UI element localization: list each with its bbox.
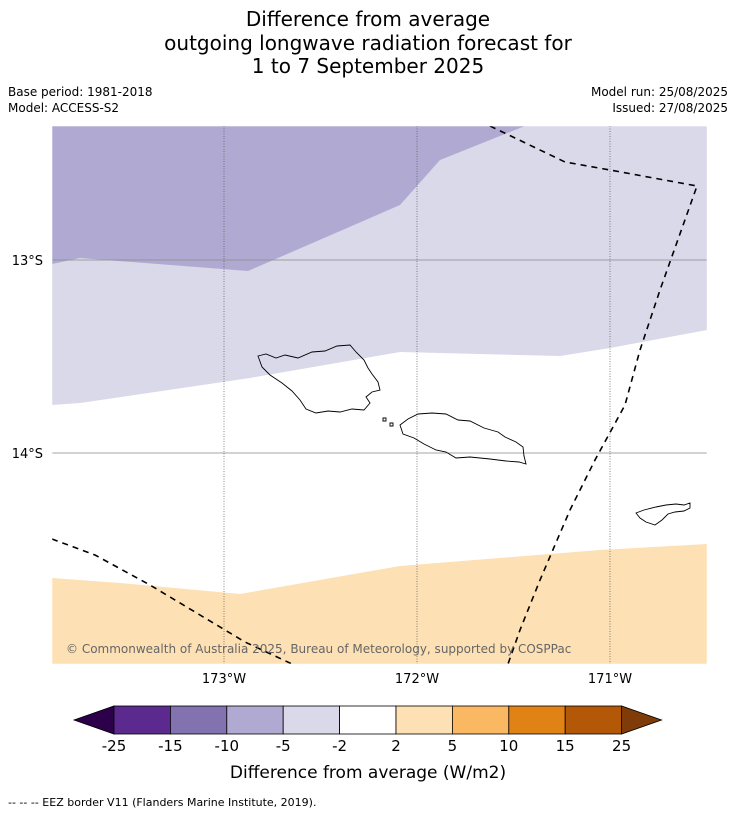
band-medium-purple	[52, 126, 525, 271]
colorbar-tick-label: 10	[499, 737, 518, 755]
colorbar: -25 -15 -10 -5 -2 2 5 10 15 25	[72, 705, 663, 755]
lat-label-14s: 14°S	[12, 447, 43, 462]
colorbar-over-arrow	[621, 705, 663, 735]
colorbar-segment	[282, 705, 341, 735]
lon-label-172w: 172°W	[395, 672, 439, 687]
colorbar-segment	[451, 705, 510, 735]
eez-legend: -- -- -- EEZ border V11 (Flanders Marine…	[8, 796, 317, 809]
savaii-island	[257, 344, 381, 414]
colorbar-tick-label: -10	[215, 737, 240, 755]
map-area	[52, 126, 707, 664]
colorbar-segment	[226, 705, 284, 735]
title-line-1: Difference from average	[245, 7, 491, 31]
lon-label-171w: 171°W	[588, 672, 632, 687]
graticule	[52, 126, 707, 664]
colorbar-tick-label: 5	[448, 737, 458, 755]
colorbar-label: Difference from average (W/m2)	[230, 763, 506, 783]
band-light-orange	[52, 544, 707, 664]
colorbar-tick-label: -15	[158, 737, 183, 755]
colorbar-tick-label: 15	[556, 737, 575, 755]
lat-label-13s: 13°S	[12, 254, 43, 269]
colorbar-segment	[169, 705, 228, 735]
colorbar-segment	[564, 705, 623, 735]
model-run: Model run: 25/08/2025	[590, 85, 728, 99]
copyright-text: © Commonwealth of Australia 2025, Bureau…	[66, 642, 571, 656]
lon-label-173w: 173°W	[202, 672, 246, 687]
colorbar-tick-label: -25	[102, 737, 127, 755]
colorbar-tick-label: -2	[332, 737, 347, 755]
issued-date: Issued: 27/08/2025	[612, 101, 728, 115]
colorbar-tick-label: -5	[276, 737, 291, 755]
apolima-island	[389, 422, 394, 427]
colorbar-segment	[508, 705, 566, 735]
manono-island	[382, 417, 387, 422]
title-line-2: outgoing longwave radiation forecast for	[164, 31, 572, 55]
tutuila-island	[635, 502, 691, 526]
colorbar-tick-label: 2	[391, 737, 401, 755]
colorbar-segment	[339, 705, 397, 735]
colorbar-segment	[113, 705, 171, 735]
title-line-3: 1 to 7 September 2025	[251, 54, 485, 78]
eez-border	[52, 126, 699, 664]
model-name: Model: ACCESS-S2	[8, 101, 120, 115]
colorbar-segment	[395, 705, 453, 735]
base-period: Base period: 1981-2018	[8, 85, 153, 99]
upolu-island	[399, 412, 527, 465]
colorbar-under-arrow	[72, 705, 115, 735]
colorbar-tick-label: 25	[612, 737, 631, 755]
